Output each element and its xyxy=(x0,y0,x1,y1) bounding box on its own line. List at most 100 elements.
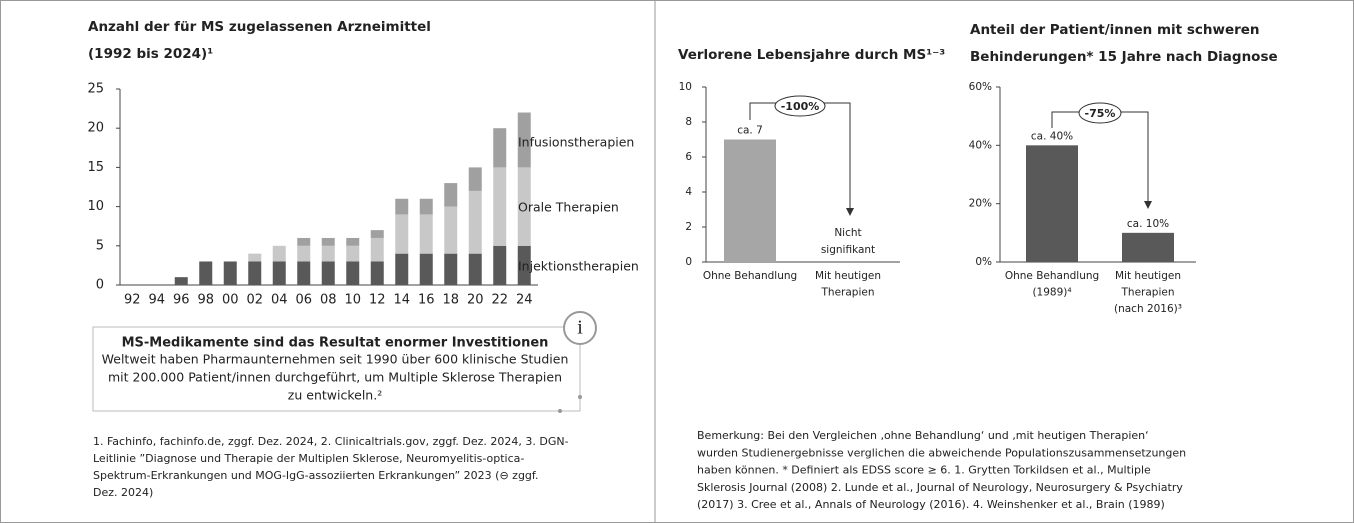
bar-segment xyxy=(370,230,384,238)
y-tick-label: 15 xyxy=(87,160,104,175)
bar-segment xyxy=(468,190,482,254)
value-label: ca. 10% xyxy=(1127,218,1169,230)
dot xyxy=(558,409,562,413)
y-tick-label: 10 xyxy=(87,199,104,214)
x-tick-label: 24 xyxy=(516,293,533,308)
chart-title: Anteil der Patient/innen mit schweren xyxy=(970,22,1260,38)
info-box xyxy=(92,326,581,412)
bar-segment xyxy=(321,261,335,285)
x-tick-label: Mit heutigen xyxy=(1115,270,1181,282)
y-tick-label: 20 xyxy=(87,121,104,136)
x-tick-label: 96 xyxy=(173,293,190,308)
x-tick-label: 18 xyxy=(442,293,459,308)
y-tick-label: 2 xyxy=(685,221,692,233)
value-label-line: Nicht xyxy=(834,227,861,239)
x-tick-label: (nach 2016)³ xyxy=(1114,303,1182,315)
bar-segment xyxy=(395,253,409,285)
bar-segment xyxy=(297,237,311,246)
bar-segment xyxy=(370,237,384,262)
chart-title: Anzahl der für MS zugelassenen Arzneimit… xyxy=(88,19,431,35)
arrow-head xyxy=(846,208,854,216)
bar-segment xyxy=(297,245,311,262)
x-tick-label: 08 xyxy=(320,293,337,308)
info-icon-text: i xyxy=(577,317,583,339)
bar-segment xyxy=(419,214,433,254)
bar xyxy=(1122,232,1174,262)
footnote: Dez. 2024) xyxy=(93,486,153,499)
y-tick-label: 20% xyxy=(969,198,992,210)
bar-segment xyxy=(272,261,286,285)
legend-label: Infusionstherapien xyxy=(518,135,634,150)
annotation-oval xyxy=(1078,102,1122,124)
x-tick-label: 12 xyxy=(369,293,386,308)
bar-segment xyxy=(395,198,409,215)
bar-segment xyxy=(248,261,262,285)
bar-segment xyxy=(297,261,311,285)
arrow-head xyxy=(1144,201,1152,209)
remark: wurden Studienergebnisse verglichen die … xyxy=(697,446,1186,459)
bar-segment xyxy=(468,167,482,191)
bar-segment xyxy=(321,245,335,262)
x-tick-label: 04 xyxy=(271,293,288,308)
bar-segment xyxy=(419,198,433,215)
bar-segment xyxy=(517,112,531,168)
bar-segment xyxy=(444,206,458,254)
bar-segment xyxy=(248,253,262,262)
y-tick-label: 5 xyxy=(96,238,104,253)
bar-segment xyxy=(272,245,286,262)
x-tick-label: 02 xyxy=(246,293,263,308)
bar-segment xyxy=(493,167,507,246)
x-tick-label: 98 xyxy=(197,293,214,308)
bar xyxy=(1026,145,1078,262)
bar-segment xyxy=(493,128,507,168)
y-tick-label: 8 xyxy=(685,116,692,128)
bar-segment xyxy=(419,253,433,285)
annotation: -75% xyxy=(1085,107,1116,120)
y-tick-label: 25 xyxy=(87,82,104,97)
y-tick-label: 10 xyxy=(679,81,692,93)
chart-title: Verlorene Lebensjahre durch MS¹⁻³ xyxy=(678,47,945,63)
info-icon xyxy=(563,311,597,345)
bar-segment xyxy=(493,245,507,285)
bar-segment xyxy=(346,245,360,262)
remark: Bemerkung: Bei den Vergleichen ‚ohne Beh… xyxy=(697,429,1149,442)
bar-segment xyxy=(468,253,482,285)
remark: Sklerosis Journal (2008) 2. Lunde et al.… xyxy=(697,481,1183,494)
bar-segment xyxy=(444,253,458,285)
bar-segment xyxy=(346,237,360,246)
legend-label: Injektionstherapien xyxy=(518,259,639,274)
y-tick-label: 40% xyxy=(969,139,992,151)
y-tick-label: 6 xyxy=(685,151,692,163)
y-tick-label: 60% xyxy=(969,81,992,93)
dot xyxy=(578,395,582,399)
footnote: 1. Fachinfo, fachinfo.de, zggf. Dez. 202… xyxy=(93,435,569,448)
x-tick-label: 14 xyxy=(393,293,410,308)
chart-title: Behinderungen* 15 Jahre nach Diagnose xyxy=(970,49,1278,65)
bar-segment xyxy=(517,167,531,246)
x-tick-label: 10 xyxy=(344,293,361,308)
bar-segment xyxy=(370,261,384,285)
y-tick-label: 0% xyxy=(975,256,992,268)
x-tick-label: Therapien xyxy=(1121,287,1175,299)
annotation: -100% xyxy=(781,100,820,113)
y-tick-label: 4 xyxy=(685,186,692,198)
info-line: zu entwickeln.² xyxy=(288,388,382,403)
value-label-line: signifikant xyxy=(821,244,875,256)
bar-segment xyxy=(517,245,531,285)
x-tick-label: 22 xyxy=(491,293,508,308)
x-tick-label: Ohne Behandlung xyxy=(1005,270,1099,282)
bar-segment xyxy=(199,261,213,285)
x-tick-label: 06 xyxy=(295,293,312,308)
x-tick-label: 92 xyxy=(124,293,141,308)
bar-segment xyxy=(321,237,335,246)
value-label: ca. 40% xyxy=(1031,130,1073,142)
x-tick-label: Therapien xyxy=(821,287,875,299)
x-tick-label: Mit heutigen xyxy=(815,270,881,282)
bar xyxy=(724,139,776,262)
chart-title: (1992 bis 2024)¹ xyxy=(88,46,213,62)
value-label: Nicht signifikant xyxy=(821,227,875,256)
bar-segment xyxy=(174,277,188,285)
bar-segment xyxy=(395,214,409,254)
bar-segment xyxy=(223,261,237,285)
remark: (2017) 3. Cree et al., Annals of Neurolo… xyxy=(697,498,1165,511)
